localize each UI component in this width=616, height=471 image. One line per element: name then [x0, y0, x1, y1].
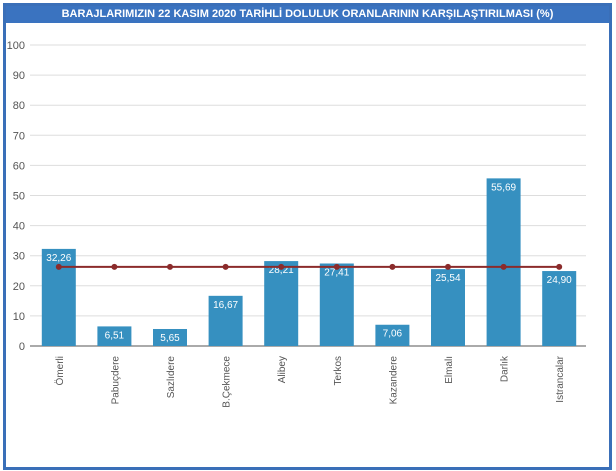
y-tick-label: 90 [13, 70, 25, 82]
y-tick-label: 0 [19, 341, 25, 353]
line-marker [55, 263, 62, 270]
line-marker [556, 263, 563, 270]
x-tick-label: B.Çekmece [222, 356, 233, 408]
data-label: 6,51 [105, 330, 125, 341]
bar [375, 324, 410, 346]
data-label: 24,90 [547, 275, 572, 286]
y-tick-label: 50 [13, 191, 25, 203]
bar [542, 271, 577, 346]
data-label: 25,54 [435, 273, 460, 284]
bar [97, 326, 132, 346]
data-label: 28,21 [269, 265, 294, 276]
y-tick-label: 80 [13, 100, 25, 112]
x-tick-label: Elmalı [444, 356, 455, 384]
x-tick-label: Terkos [333, 356, 344, 385]
data-label: 5,65 [160, 333, 180, 344]
line-marker [167, 263, 173, 270]
bar [264, 261, 299, 346]
line-marker [111, 263, 118, 270]
data-label: 32,26 [46, 253, 71, 264]
bar [486, 178, 521, 346]
y-tick-label: 20 [13, 281, 25, 293]
data-label: 7,06 [383, 329, 403, 340]
bar [208, 295, 243, 346]
line-marker [500, 263, 507, 270]
line-marker [333, 263, 340, 270]
x-tick-label: Kazandere [388, 356, 399, 405]
y-tick-label: 10 [13, 311, 25, 323]
bar [319, 263, 354, 346]
y-tick-label: 40 [13, 221, 25, 233]
x-tick-label: Istrancalar [555, 355, 566, 402]
line-marker [445, 263, 451, 270]
line-marker [278, 263, 285, 270]
x-tick-label: Sazlıdere [166, 356, 177, 399]
data-label: 27,41 [324, 267, 349, 278]
x-tick-label: Alibey [277, 356, 288, 383]
y-tick-label: 100 [7, 40, 25, 52]
x-tick-label: Pabuçdere [110, 356, 121, 405]
line-marker [222, 263, 229, 270]
bar [431, 269, 465, 346]
y-tick-label: 60 [13, 160, 25, 172]
x-tick-label: Darlık [500, 355, 511, 382]
y-tick-label: 30 [13, 251, 25, 263]
line-marker [389, 263, 396, 270]
data-label: 16,67 [213, 300, 238, 311]
chart-title: BARAJLARIMIZIN 22 KASIM 2020 TARİHLİ DOL… [6, 6, 609, 23]
x-tick-label: Ömerli [54, 356, 66, 385]
data-label: 55,69 [491, 182, 516, 193]
y-tick-label: 70 [13, 130, 25, 142]
bar [153, 328, 187, 346]
